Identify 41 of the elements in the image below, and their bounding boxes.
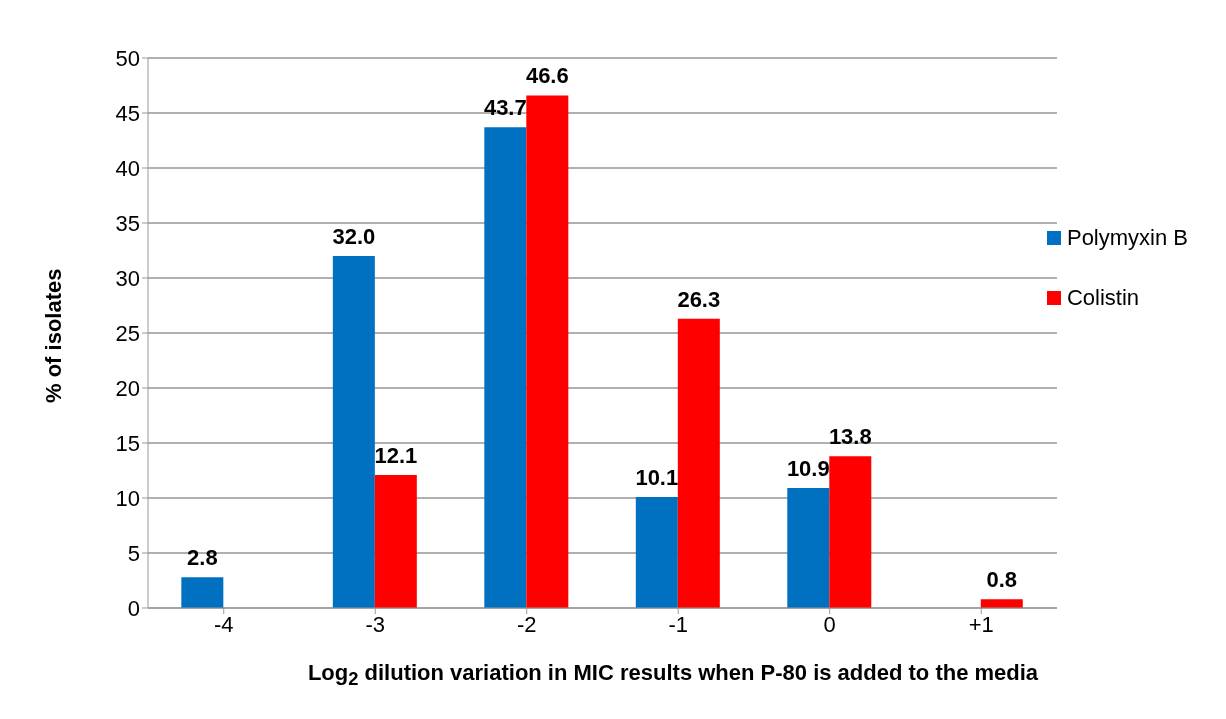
data-label: 10.1	[635, 464, 679, 490]
bar	[374, 474, 417, 608]
data-label: 26.3	[677, 286, 721, 312]
x-tick-label: +1	[968, 611, 994, 637]
x-tick-label: 0	[823, 611, 836, 637]
x-tick-label: -4	[213, 611, 234, 637]
bar	[829, 456, 872, 608]
data-label: 43.7	[483, 95, 527, 121]
y-tick-label: 20	[115, 375, 140, 401]
y-tick-label: 40	[115, 155, 140, 181]
y-tick-label: 10	[115, 485, 140, 511]
data-label: 2.8	[187, 545, 218, 571]
data-label: 32.0	[332, 224, 376, 249]
y-tick-label: 35	[115, 210, 140, 236]
y-axis-title: % of isolates	[40, 268, 66, 403]
data-label: 0.8	[986, 567, 1018, 593]
bar	[484, 127, 527, 608]
data-label: 46.6	[525, 63, 569, 89]
y-tick-label: 45	[115, 100, 140, 126]
x-tick-label: -1	[668, 611, 688, 637]
bar	[980, 599, 1023, 608]
bar	[635, 496, 678, 608]
data-label: 13.8	[828, 424, 872, 450]
y-tick-label: 15	[115, 430, 140, 456]
bar	[332, 256, 375, 608]
legend-label: Colistin	[1066, 284, 1140, 312]
y-tick-label: 50	[115, 45, 140, 71]
legend-label: Polymyxin B	[1066, 224, 1188, 252]
data-label: 10.9	[786, 456, 830, 482]
x-axis-title: Log$_{2}$ dilution variation in MIC results when P-80 is added to the media	[306, 660, 1040, 691]
y-tick-label: 30	[115, 265, 140, 291]
bar	[787, 488, 830, 608]
y-tick-label: 0	[127, 595, 140, 621]
y-tick-label: 5	[127, 540, 140, 566]
bar	[677, 318, 720, 608]
x-tick-label: -3	[365, 611, 386, 637]
x-tick-label: -2	[516, 611, 537, 637]
bar	[181, 577, 224, 608]
y-tick-label: 25	[115, 320, 140, 346]
data-label: 12.1	[374, 442, 418, 468]
bar	[526, 95, 569, 608]
